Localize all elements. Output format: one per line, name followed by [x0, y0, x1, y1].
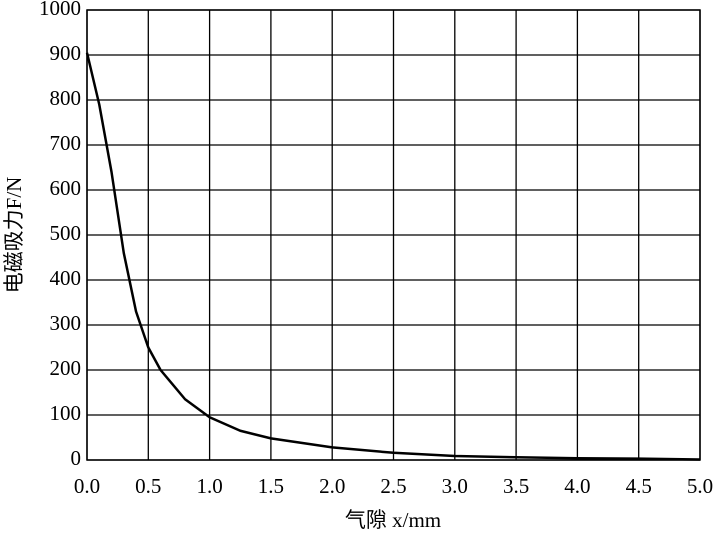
data-line [85, 52, 701, 461]
y-axis-label: 电磁吸力F/N [2, 177, 26, 294]
x-tick-label: 2.5 [380, 474, 406, 498]
y-tick-label: 900 [50, 41, 82, 65]
y-tick-label: 1000 [39, 0, 81, 20]
x-tick-label: 4.5 [626, 474, 652, 498]
x-tick-label: 3.0 [442, 474, 468, 498]
y-tick-label: 300 [50, 311, 82, 335]
x-tick-label: 1.0 [196, 474, 222, 498]
y-tick-label: 500 [50, 221, 82, 245]
y-tick-label: 600 [50, 176, 82, 200]
y-tick-label: 0 [71, 446, 82, 470]
y-tick-label: 200 [50, 356, 82, 380]
x-tick-label: 0.5 [135, 474, 161, 498]
x-tick-label: 0.0 [74, 474, 100, 498]
y-tick-label: 100 [50, 401, 82, 425]
x-tick-label: 4.0 [564, 474, 590, 498]
plot-frame [86, 9, 701, 461]
x-tick-label: 2.0 [319, 474, 345, 498]
y-tick-label: 400 [50, 266, 82, 290]
y-tick-label: 700 [50, 131, 82, 155]
x-axis-label: 气隙 x/mm [345, 508, 441, 532]
y-tick-label: 800 [50, 86, 82, 110]
x-tick-label: 1.5 [258, 474, 284, 498]
x-tick-label: 3.5 [503, 474, 529, 498]
x-tick-label: 5.0 [687, 474, 713, 498]
